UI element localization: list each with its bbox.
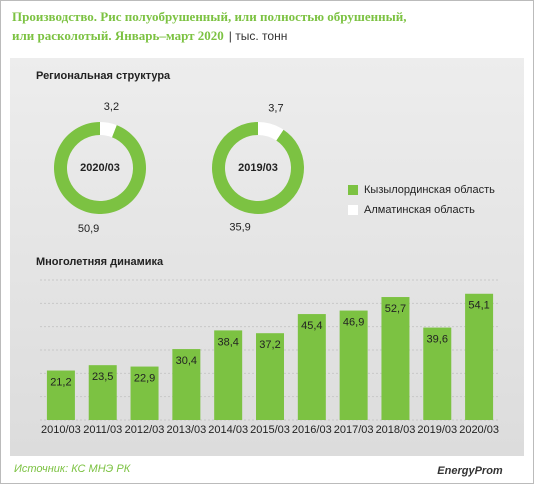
data-label: 35,9 [229,221,250,233]
bar [297,314,326,420]
data-label: 38,4 [217,336,238,348]
x-tick-label: 2017/03 [334,424,374,436]
x-tick-label: 2020/03 [459,424,499,436]
bar [214,330,243,420]
bar [256,333,284,420]
bar [88,365,117,420]
data-label: 37,2 [259,339,280,351]
unit: | тыс. тонн [229,29,288,43]
section-title: Региональная структура [36,70,171,82]
donut-center-label: 2019/03 [238,162,278,174]
bar [381,297,410,420]
x-tick-label: 2011/03 [83,424,122,436]
bar [46,370,75,420]
legend-swatch [348,205,358,215]
title: Производство. Рис полуобрушенный, или по… [12,9,406,24]
title: или расколотый. Январь–март 2020 | тыс. т… [12,28,287,43]
data-label: 21,2 [50,376,71,388]
data-label: 45,4 [301,320,322,332]
title-line: или расколотый. Январь–март 2020 [12,28,224,43]
x-tick-label: 2016/03 [292,424,332,436]
bar [339,310,368,420]
legend-label: Алматинская область [364,204,475,216]
data-label: 3,2 [104,101,119,113]
legend-label: Кызылординская область [364,184,495,196]
x-tick-label: 2019/03 [417,424,457,436]
x-tick-label: 2012/03 [125,424,165,436]
x-tick-label: 2014/03 [208,424,248,436]
donut-segment [100,122,117,138]
data-label: 54,1 [468,300,489,312]
data-label: 50,9 [78,223,99,235]
x-tick-label: 2018/03 [376,424,416,436]
bar [172,349,201,420]
donut-center-label: 2020/03 [80,162,120,174]
logo: EnergyProm [437,465,503,477]
bar [423,327,452,420]
footer [10,456,524,483]
data-label: 30,4 [176,355,197,367]
x-tick-label: 2010/03 [41,424,81,436]
data-label: 46,9 [343,316,364,328]
legend-swatch [348,185,358,195]
x-tick-label: 2013/03 [166,424,206,436]
bar [130,366,159,420]
donut-segment [258,122,284,141]
data-label: 23,5 [92,371,113,383]
section-title: Многолетняя динамика [36,256,164,268]
data-label: 22,9 [134,372,155,384]
data-label: 52,7 [385,303,406,315]
source: Источник: КС МНЭ РК [14,463,131,475]
data-label: 3,7 [268,103,283,115]
data-label: 39,6 [427,334,448,346]
bar [465,293,494,420]
x-tick-label: 2015/03 [250,424,290,436]
